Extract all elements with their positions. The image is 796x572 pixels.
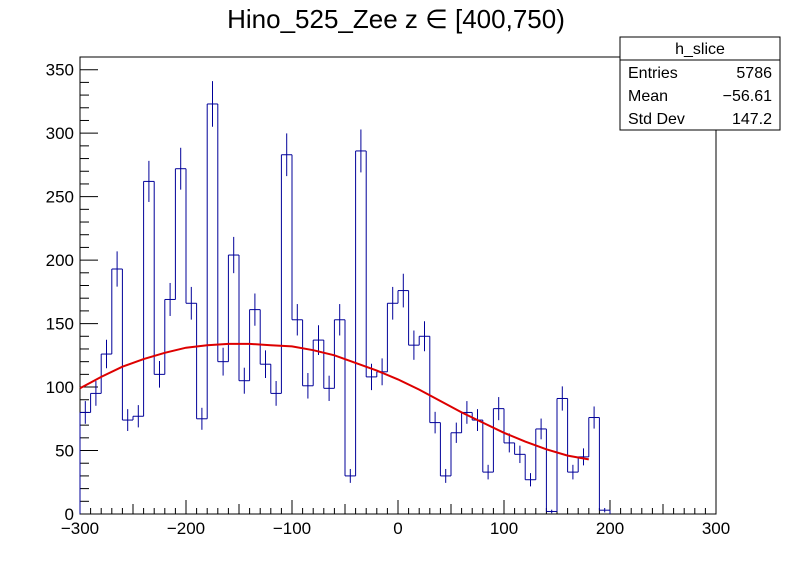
fit-curve [79,342,589,461]
y-axis: 0 50 100 150 200 250 300 350 [46,56,98,524]
x-tick-label: −300 [61,519,99,538]
x-axis: −300 −200 −100 0 100 200 300 [61,500,730,538]
chart-title: Hino_525_Zee z ∈ [400,750) [227,4,565,34]
stats-mean-value: −56.61 [723,88,772,105]
x-tick-label: −100 [273,519,311,538]
x-tick-label: 0 [393,519,402,538]
y-tick-label: 200 [46,251,74,270]
x-tick-label: 100 [490,519,518,538]
stats-box: h_slice Entries 5786 Mean −56.61 Std Dev… [619,36,781,131]
stats-entries-label: Entries [628,65,678,82]
stats-entries-value: 5786 [736,65,772,82]
y-tick-label: 300 [46,124,74,143]
y-tick-label: 250 [46,188,74,207]
histogram-bins [79,103,611,514]
y-tick-label: 350 [46,61,74,80]
y-tick-label: 150 [46,315,74,334]
y-tick-label: 50 [55,442,74,461]
x-tick-label: −200 [167,519,205,538]
fit-curve-group [79,342,589,461]
y-tick-label: 0 [65,505,74,524]
error-bars [84,81,606,514]
x-tick-label: 200 [596,519,624,538]
stats-stddev-label: Std Dev [628,111,685,128]
x-tick-label: 300 [702,519,730,538]
y-tick-label: 100 [46,378,74,397]
stats-stddev-value: 147.2 [732,111,772,128]
stats-box-title: h_slice [675,41,725,58]
stats-box-border [619,36,781,131]
stats-mean-label: Mean [628,88,668,105]
